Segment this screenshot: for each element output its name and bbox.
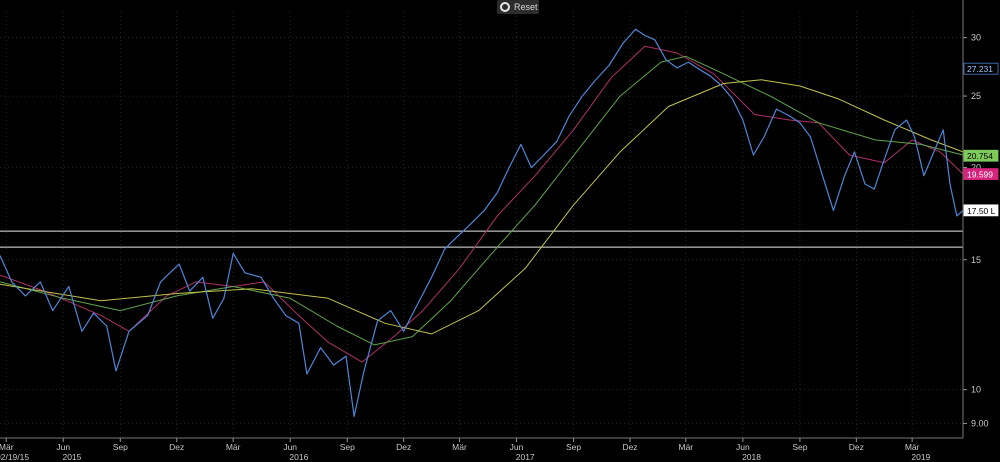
- x-tick-label: Mär: [226, 442, 241, 452]
- x-tick-label: Jun: [736, 442, 750, 452]
- y-axis: 30 25 20 15 10 9.00: [962, 0, 989, 438]
- y-tick-label: 9.00: [971, 418, 989, 428]
- x-tick-label: Jun: [510, 442, 524, 452]
- value-tags: 27.231 20.754 19.599 17.50 L: [963, 62, 999, 217]
- y-tick-label: 20: [971, 163, 981, 173]
- series-lines: [0, 28, 964, 417]
- value-tag-box: [963, 168, 999, 180]
- year-label: 2016: [289, 452, 308, 462]
- x-tick-label: Mär: [905, 442, 920, 452]
- x-tick-label: Jun: [56, 442, 70, 452]
- x-tick-label: Mär: [678, 442, 693, 452]
- value-tag-label: 17.50 L: [967, 206, 996, 216]
- series-line-price: [0, 28, 964, 417]
- value-tag-label: 19.599: [967, 170, 993, 180]
- series-line-ma-long: [0, 79, 964, 335]
- value-tag-box: [963, 204, 999, 217]
- x-axis: Mär Jun Sep Dez Mär Jun Sep Dez Mär Jun Sep Dez Mär J…: [0, 437, 963, 462]
- y-tick-label: 15: [971, 255, 981, 265]
- value-tag-box: [963, 149, 999, 162]
- year-label: 2018: [742, 452, 761, 462]
- x-tick-label: Sep: [792, 442, 807, 452]
- support-lines: [0, 230, 963, 248]
- year-label: 2015: [62, 452, 81, 462]
- value-tag-label: 27.231: [967, 64, 993, 74]
- x-tick-label: Dez: [396, 442, 411, 452]
- y-tick-label: 10: [971, 385, 981, 395]
- reset-icon: [500, 2, 510, 12]
- year-label: 2017: [516, 452, 535, 462]
- year-label: 2019: [911, 452, 930, 462]
- x-tick-label: Dez: [849, 442, 864, 452]
- start-date-label: 02/19/15: [0, 452, 29, 462]
- x-tick-label: Mär: [452, 442, 467, 452]
- y-tick-label: 25: [971, 91, 981, 101]
- y-tick-label: 30: [971, 33, 981, 43]
- x-tick-label: Dez: [622, 442, 637, 452]
- value-tag-box: [963, 62, 999, 75]
- value-tag-label: 20.754: [967, 151, 993, 161]
- x-tick-label: Dez: [169, 442, 184, 452]
- x-tick-label: Sep: [340, 442, 355, 452]
- x-tick-label: Sep: [113, 442, 128, 452]
- series-line-ma-short: [0, 45, 964, 363]
- x-tick-label: Jun: [283, 442, 297, 452]
- x-tick-label: Sep: [566, 442, 581, 452]
- series-line-ma-mid: [0, 55, 964, 346]
- grid-lines: [0, 12, 963, 438]
- reset-label: Reset: [514, 2, 538, 12]
- reset-button[interactable]: Reset: [497, 0, 539, 14]
- x-tick-label: Mär: [0, 442, 14, 452]
